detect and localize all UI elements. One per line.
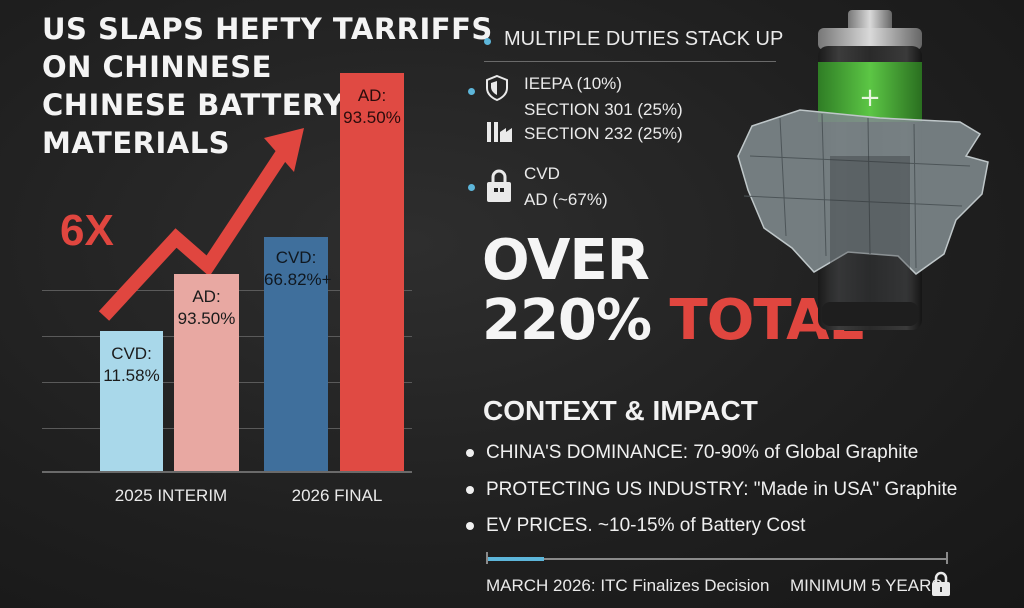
- context-heading: CONTEXT & IMPACT: [483, 395, 758, 426]
- context-item-text: EV PRICES. ~10-15% of Battery Cost: [486, 515, 806, 536]
- timeline-tick: [486, 552, 488, 564]
- duties-heading: MULTIPLE DUTIES STACK UP: [504, 28, 784, 50]
- shield-icon: [486, 74, 508, 102]
- duty-ieepa: IEEPA (10%): [524, 74, 622, 93]
- timeline-right-label: MINIMUM 5 YEARS: [790, 576, 943, 595]
- bar-2025-cvd: CVD: 11.58%: [100, 331, 163, 471]
- trend-arrow-icon: [98, 128, 304, 321]
- duty-section-232: SECTION 232 (25%): [524, 124, 683, 143]
- duty-ad: AD (~67%): [524, 190, 608, 209]
- title-line-1: US SLAPS HEFTY TARRIFFS: [42, 12, 493, 46]
- multiplier-label: 6X: [60, 206, 114, 255]
- svg-text:+: +: [859, 83, 881, 113]
- bar-label-value: 66.82%+: [264, 270, 332, 289]
- total-label-over: OVER: [482, 228, 650, 293]
- context-item: EV PRICES. ~10-15% of Battery Cost: [466, 515, 805, 537]
- context-item-text: PROTECTING US INDUSTRY: "Made in USA" Gr…: [486, 479, 958, 500]
- bar-2025-ad: AD: 93.50%: [174, 274, 239, 471]
- context-item: PROTECTING US INDUSTRY: "Made in USA" Gr…: [466, 479, 957, 501]
- battery-map-illustration: +: [737, 10, 989, 330]
- timeline-left-label: MARCH 2026: ITC Finalizes Decision: [486, 576, 770, 595]
- bar-label-value: 93.50%: [177, 309, 236, 328]
- bar-label-name: AD:: [357, 86, 387, 105]
- total-percent: 220%: [482, 288, 652, 353]
- bar-label-name: CVD:: [275, 248, 317, 267]
- bar-2026-ad: AD: 93.50%: [340, 73, 404, 471]
- bar-label-name: CVD:: [111, 344, 152, 363]
- page-title: US SLAPS HEFTY TARRIFFS ON CHINNESE CHIN…: [42, 10, 493, 162]
- bar-label-value: 11.58%: [103, 366, 160, 385]
- bullet-icon: [466, 521, 474, 530]
- context-item: CHINA'S DOMINANCE: 70-90% of Global Grap…: [466, 442, 918, 464]
- duty-section-301: SECTION 301 (25%): [524, 100, 683, 119]
- x-axis-baseline: [42, 471, 412, 473]
- lock-bag-icon: [487, 169, 511, 202]
- timeline-progress: [486, 557, 544, 561]
- context-item-text: CHINA'S DOMINANCE: 70-90% of Global Grap…: [486, 442, 919, 463]
- bullet-dot-icon: [484, 38, 491, 45]
- timeline-tick: [946, 552, 948, 564]
- lock-icon: [932, 571, 950, 596]
- duty-cvd: CVD: [524, 164, 560, 183]
- x-tick-2025-interim: 2025 INTERIM: [114, 486, 228, 505]
- bullet-dot-icon: [468, 88, 475, 95]
- title-line-2: ON CHINNESE: [42, 50, 272, 84]
- bullet-icon: [466, 485, 474, 494]
- divider: [484, 61, 776, 62]
- bar-label-name: AD:: [192, 287, 221, 306]
- timeline-track: [486, 558, 948, 560]
- bar-2026-cvd: CVD: 66.82%+: [264, 237, 332, 471]
- bar-label-value: 93.50%: [343, 108, 401, 127]
- title-line-3: CHINESE BATTERY: [42, 88, 345, 122]
- bullet-icon: [466, 448, 474, 457]
- title-line-4: MATERIALS: [42, 126, 231, 160]
- x-tick-2026-final: 2026 FINAL: [291, 486, 383, 505]
- bullet-dot-icon: [468, 184, 475, 191]
- factory-icon: [487, 122, 512, 142]
